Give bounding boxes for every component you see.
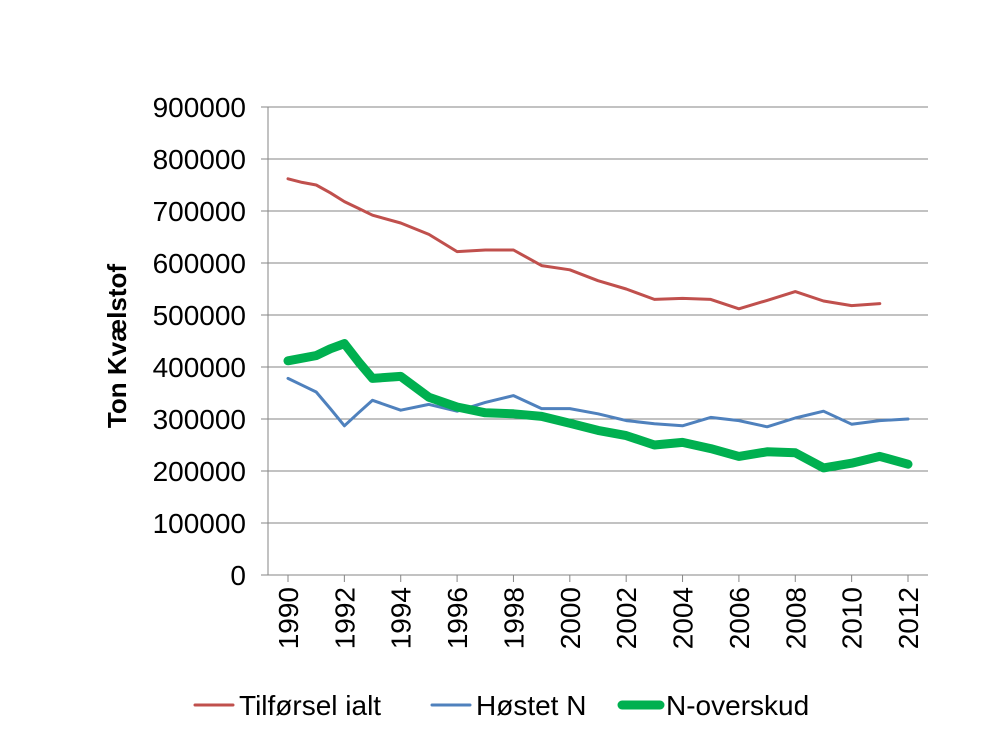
legend-label: Tilførsel ialt (239, 690, 381, 721)
y-tick-label: 900000 (153, 92, 246, 123)
y-tick-label: 300000 (153, 404, 246, 435)
axes (267, 107, 928, 576)
x-tick-label: 1998 (498, 587, 529, 649)
series-line-2 (286, 376, 910, 429)
x-tick-label: 2006 (724, 587, 755, 649)
x-tick-label: 2010 (837, 587, 868, 649)
y-tick-label: 0 (230, 560, 246, 591)
x-tick-label: 1996 (442, 587, 473, 649)
x-tick-label: 1990 (273, 587, 304, 649)
y-tick-label: 800000 (153, 144, 246, 175)
y-tick-label: 200000 (153, 456, 246, 487)
x-tick-label: 2002 (611, 587, 642, 649)
series-line-1 (286, 177, 882, 311)
x-axis-ticks: 1990 1992 1994 1996 1998 2000 2002 2004 2006 2008… (273, 575, 924, 649)
x-tick-label: 2000 (555, 587, 586, 649)
y-tick-label: 700000 (153, 196, 246, 227)
series-line-3 (283, 339, 913, 473)
gridlines (268, 106, 928, 524)
legend-label: Høstet N (476, 690, 586, 721)
x-tick-label: 1992 (329, 587, 360, 649)
x-tick-label: 1994 (386, 587, 417, 649)
x-tick-label: 2008 (780, 587, 811, 649)
y-tick-label: 600000 (153, 248, 246, 279)
x-tick-label: 2012 (893, 587, 924, 649)
y-axis-ticks: 0 100000 200000 300000 400000 500000 600000 700… (153, 92, 268, 591)
legend: Tilførsel ialt Høstet N N-overskud (193, 690, 809, 721)
series-lines (283, 177, 913, 473)
y-tick-label: 400000 (153, 352, 246, 383)
y-tick-label: 100000 (153, 508, 246, 539)
y-tick-label: 500000 (153, 300, 246, 331)
x-tick-label: 2004 (668, 587, 699, 649)
y-axis-label: Ton Kvælstof (102, 264, 132, 429)
legend-label: N-overskud (666, 690, 809, 721)
